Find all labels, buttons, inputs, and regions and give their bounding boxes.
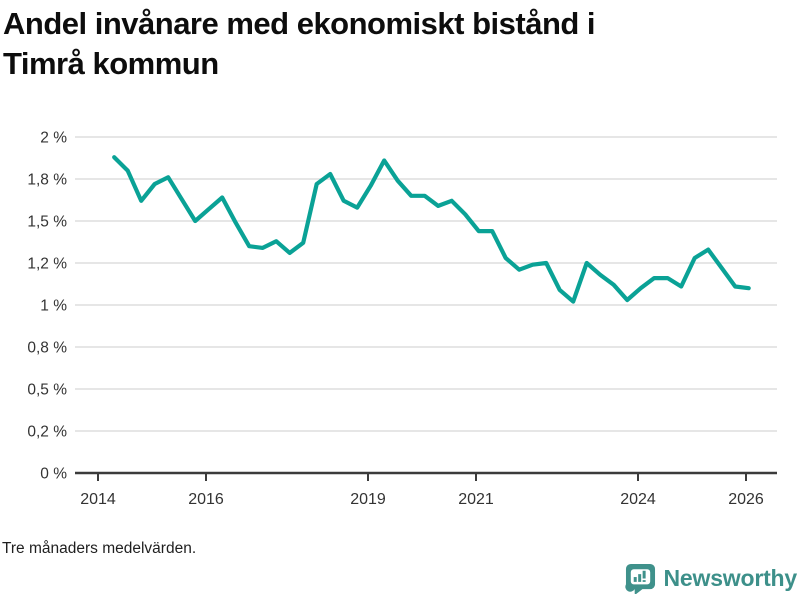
- y-axis-tick-label: 0,5 %: [27, 381, 67, 398]
- y-axis-tick-label: 1 %: [40, 297, 67, 314]
- y-axis-tick-label: 1,5 %: [27, 213, 67, 230]
- footer-note: Tre månaders medelvärden.: [2, 540, 197, 557]
- x-axis-tick-label: 2019: [350, 491, 386, 508]
- x-axis-tick-label: 2026: [728, 491, 764, 508]
- page-title-line-1: Andel invånare med ekonomiskt bistånd i: [3, 6, 596, 41]
- newsworthy-bar-chart-bubble-icon: [624, 563, 655, 594]
- y-axis-tick-label: 0 %: [40, 465, 67, 482]
- page-title-line-2: Timrå kommun: [3, 45, 219, 81]
- newsworthy-logo[interactable]: Newsworthy: [624, 563, 798, 594]
- newsworthy-logo-text: Newsworthy: [663, 565, 798, 591]
- page-title: Andel invånare med ekonomiskt bistånd i …: [3, 4, 783, 83]
- x-axis-tick-label: 2014: [80, 491, 116, 508]
- x-axis-tick-label: 2016: [188, 491, 224, 508]
- y-axis-tick-label: 1,2 %: [27, 255, 67, 272]
- x-axis-tick-label: 2024: [620, 491, 656, 508]
- bistand-trend-line: [112, 155, 751, 304]
- y-axis-tick-label: 1,8 %: [27, 171, 67, 188]
- x-axis-tick-label: 2021: [458, 491, 494, 508]
- y-axis-tick-label: 0,8 %: [27, 339, 67, 356]
- y-axis-tick-label: 2 %: [40, 129, 67, 146]
- y-axis-tick-label: 0,2 %: [27, 423, 67, 440]
